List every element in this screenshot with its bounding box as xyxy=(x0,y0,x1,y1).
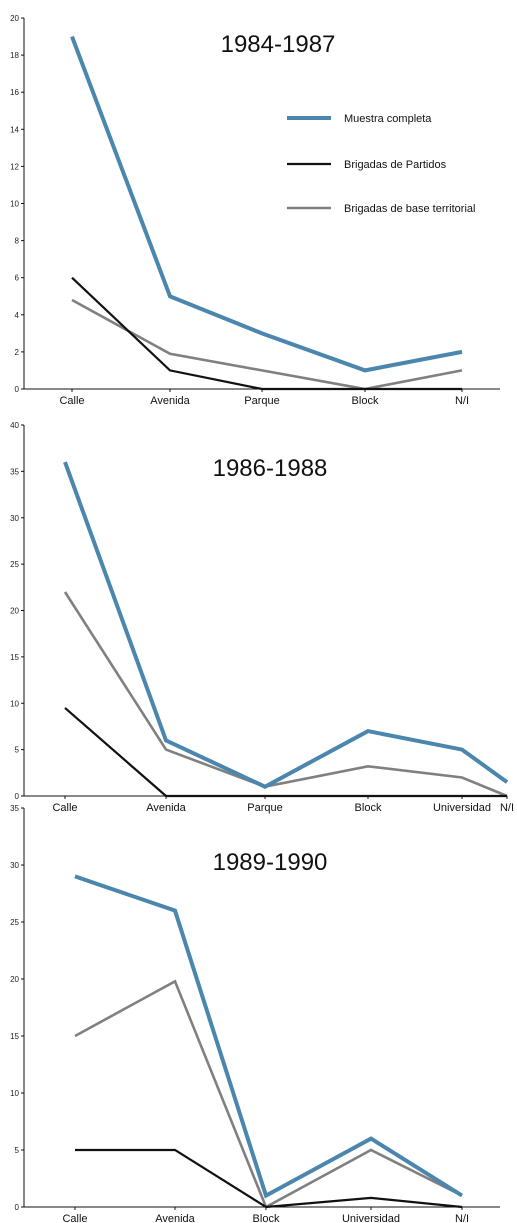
series-line-muestra xyxy=(74,874,464,1199)
chart-title: 1986-1988 xyxy=(213,455,328,482)
x-tick-label-universidad: Universidad xyxy=(433,802,491,814)
y-tick-label: 14 xyxy=(10,125,19,134)
chart-title: 1989-1990 xyxy=(213,849,328,876)
y-tick-label: 40 xyxy=(10,421,19,430)
y-tick-label: 20 xyxy=(10,607,19,616)
x-tick-label-n-i: N/I xyxy=(455,1213,469,1223)
y-tick-label: 12 xyxy=(10,162,19,171)
x-tick-label-calle: Calle xyxy=(52,802,77,814)
legend-label-territorial: Brigadas de base territorial xyxy=(344,203,475,215)
legend: Muestra completa Brigadas de Partidos Brig… xyxy=(287,113,475,215)
y-tick-label: 25 xyxy=(10,560,19,569)
y-tick-label: 10 xyxy=(10,200,19,209)
y-tick-label: 35 xyxy=(10,467,19,476)
y-tick-label: 8 xyxy=(15,237,20,246)
series-line-partidos xyxy=(75,1148,463,1209)
x-tick-label-calle: Calle xyxy=(59,395,84,407)
y-tick-label: 18 xyxy=(10,51,19,60)
y-tick-label: 35 xyxy=(10,804,19,813)
y-tick-label: 5 xyxy=(15,746,20,755)
x-tick-label-universidad: Universidad xyxy=(342,1213,400,1223)
y-tick-label: 16 xyxy=(10,88,19,97)
y-tick-label: 25 xyxy=(10,918,19,927)
x-tick-label-n-i: N/I xyxy=(500,802,514,814)
series-line-territorial xyxy=(71,298,463,391)
x-tick-label-avenida: Avenida xyxy=(155,1213,195,1223)
y-tick-label: 6 xyxy=(15,274,20,283)
y-tick-label: 10 xyxy=(10,699,19,708)
x-tick-label-block: Block xyxy=(355,802,382,814)
x-tick-label-parque: Parque xyxy=(247,802,282,814)
series-line-partidos xyxy=(64,707,507,798)
chart-panel-1989-1990: 0 5 10 15 20 25 30 35 Calle Avenida Block Universid… xyxy=(10,804,500,1223)
x-tick-label-parque: Parque xyxy=(244,395,279,407)
y-tick-label: 5 xyxy=(15,1146,20,1155)
y-tick-label: 4 xyxy=(15,311,20,320)
y-tick-label: 15 xyxy=(10,1032,19,1041)
y-tick-label: 0 xyxy=(15,792,20,801)
series-line-muestra xyxy=(70,35,463,373)
series-line-partidos xyxy=(71,276,462,391)
chart-title: 1984-1987 xyxy=(221,31,336,58)
series-line-territorial xyxy=(63,591,508,798)
y-tick-label: 30 xyxy=(10,861,19,870)
y-tick-label: 30 xyxy=(10,514,19,523)
y-tick-label: 0 xyxy=(15,385,20,394)
legend-label-partidos: Brigadas de Partidos xyxy=(344,159,447,171)
x-tick-label-calle: Calle xyxy=(62,1213,87,1223)
y-tick-label: 0 xyxy=(15,1203,20,1212)
series-line-muestra xyxy=(63,461,509,789)
y-tick-label: 10 xyxy=(10,1089,19,1098)
y-tick-label: 15 xyxy=(10,653,19,662)
y-tick-label: 20 xyxy=(10,14,19,23)
x-tick-label-block: Block xyxy=(352,395,379,407)
chart-panel-1986-1988: 0 5 10 15 20 25 30 35 40 Calle Avenida Parque Block U… xyxy=(10,421,514,814)
x-tick-label-avenida: Avenida xyxy=(150,395,190,407)
x-tick-label-n-i: N/I xyxy=(455,395,469,407)
series-line-territorial xyxy=(74,979,463,1209)
x-tick-label-block: Block xyxy=(253,1213,280,1223)
legend-label-muestra: Muestra completa xyxy=(344,113,432,125)
y-tick-label: 20 xyxy=(10,975,19,984)
chart-panel-1984-1987: 0 2 4 6 8 10 12 14 16 18 20 Calle Avenida Parque Block… xyxy=(10,14,500,407)
y-tick-label: 2 xyxy=(15,348,20,357)
x-tick-label-avenida: Avenida xyxy=(146,802,186,814)
